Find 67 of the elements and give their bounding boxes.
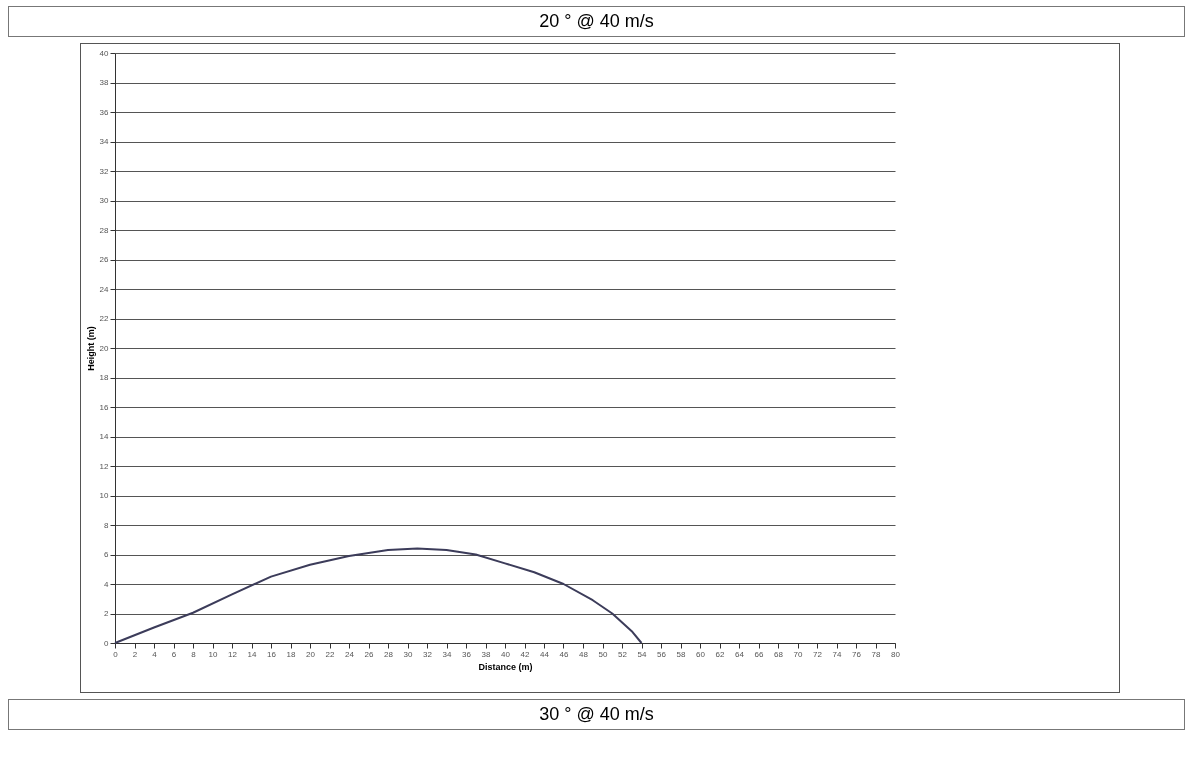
text: 30 ° @ 40 m/s [8,699,1185,730]
y-tick-label: 0 [104,638,110,648]
y-tick-label: 24 [99,284,110,294]
x-tick-label: 36 [462,649,472,659]
y-tick-label: 6 [104,550,110,559]
x-tick-label: 16 [267,649,277,659]
x-tick-label: 28 [384,649,394,659]
x-tick-label: 76 [852,649,862,659]
x-tick-label: 48 [579,649,589,659]
y-tick-label: 4 [104,579,110,589]
x-tick-label: 56 [657,649,667,659]
y-axis-title: Height (m) [85,326,96,371]
y-tick-label: 40 [99,48,110,58]
x-tick-label: 26 [364,649,374,659]
x-tick-label: 70 [793,649,803,659]
x-tick-label: 58 [676,649,686,659]
x-tick-label: 62 [715,649,725,659]
x-tick-label: 80 [891,649,901,659]
x-tick-label: 20 [306,649,316,659]
x-tick-label: 60 [696,649,706,659]
y-tick-label: 20 [99,343,110,353]
x-tick-label: 4 [152,649,158,659]
x-tick-label: 68 [774,649,784,659]
x-tick-label: 40 [501,649,511,659]
x-tick-label: 50 [598,649,608,659]
y-tick-label: 16 [99,402,110,412]
y-tick-label: 30 [99,196,110,205]
x-tick-label: 72 [813,649,823,659]
y-tick-label: 8 [104,520,110,530]
x-tick-label: 32 [423,649,433,659]
x-tick-label: 42 [520,649,530,659]
y-tick-label: 10 [99,491,110,500]
y-tick-label: 32 [99,166,110,176]
x-tick-label: 74 [832,649,842,659]
x-tick-label: 54 [637,649,647,659]
x-tick-label: 38 [481,649,491,659]
x-tick-label: 64 [735,649,745,659]
y-tick-label: 12 [99,461,110,471]
x-tick-label: 12 [228,649,238,659]
x-tick-label: 0 [113,649,119,659]
y-tick-label: 18 [99,373,110,382]
x-tick-label: 14 [247,649,257,659]
x-tick-label: 46 [559,649,569,659]
y-tick-label: 26 [99,255,110,264]
x-tick-label: 34 [442,649,452,659]
x-tick-label: 30 [403,649,413,659]
y-tick-label: 28 [99,225,110,235]
x-tick-label: 52 [618,649,628,659]
line-series [114,547,643,644]
y-tick-label: 22 [99,314,110,323]
y-tick-label: 34 [99,137,110,146]
x-axis-title: Distance (m) [478,661,533,672]
x-tick-label: 18 [286,649,296,659]
x-tick-label: 10 [208,649,218,659]
y-tick-label: 14 [99,432,110,441]
x-tick-label: 24 [345,649,355,659]
x-tick-label: 8 [191,649,197,659]
chart-title: 20 ° @ 40 m/s [8,6,1185,37]
x-tick-label: 2 [132,649,138,659]
x-tick-label: 66 [754,649,764,659]
x-tick-label: 6 [171,649,177,659]
x-tick-label: 78 [871,649,881,659]
x-tick-label: 22 [325,649,335,659]
y-tick-label: 36 [99,107,110,117]
y-tick-label: 38 [99,78,110,87]
x-tick-label: 44 [540,649,550,659]
y-tick-label: 2 [104,609,110,618]
